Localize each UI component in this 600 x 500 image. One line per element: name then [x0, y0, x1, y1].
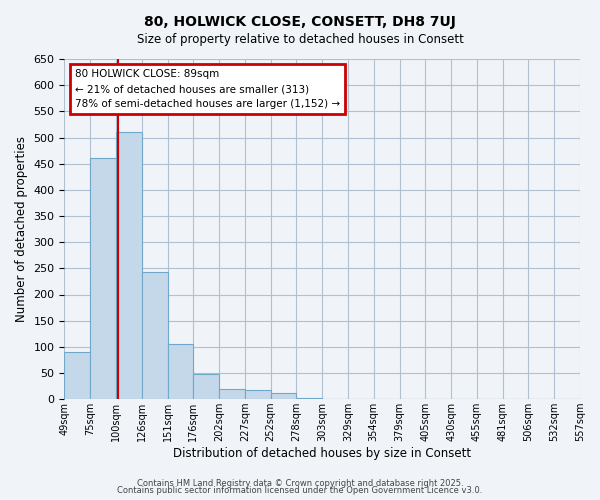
Bar: [296, 398, 322, 399]
Bar: [64, 352, 90, 399]
Text: Size of property relative to detached houses in Consett: Size of property relative to detached ho…: [137, 32, 463, 46]
Text: 80, HOLWICK CLOSE, CONSETT, DH8 7UJ: 80, HOLWICK CLOSE, CONSETT, DH8 7UJ: [144, 15, 456, 29]
X-axis label: Distribution of detached houses by size in Consett: Distribution of detached houses by size …: [173, 447, 471, 460]
Text: Contains HM Land Registry data © Crown copyright and database right 2025.: Contains HM Land Registry data © Crown c…: [137, 478, 463, 488]
Bar: [271, 394, 296, 399]
Bar: [503, 398, 529, 399]
Bar: [142, 272, 167, 399]
Text: 80 HOLWICK CLOSE: 89sqm
← 21% of detached houses are smaller (313)
78% of semi-d: 80 HOLWICK CLOSE: 89sqm ← 21% of detache…: [75, 69, 340, 109]
Bar: [219, 388, 245, 399]
Bar: [193, 374, 219, 399]
Y-axis label: Number of detached properties: Number of detached properties: [15, 136, 28, 322]
Bar: [116, 132, 142, 399]
Bar: [374, 398, 400, 399]
Text: Contains public sector information licensed under the Open Government Licence v3: Contains public sector information licen…: [118, 486, 482, 495]
Bar: [245, 390, 271, 399]
Bar: [90, 158, 116, 399]
Bar: [167, 344, 193, 399]
